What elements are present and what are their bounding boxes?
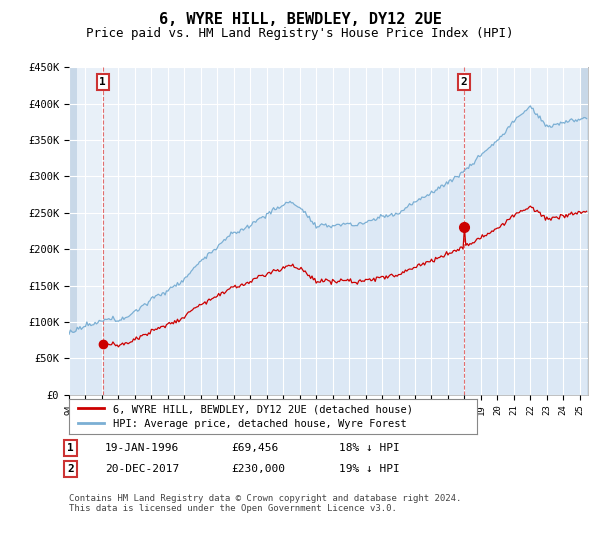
Text: 20-DEC-2017: 20-DEC-2017 — [105, 464, 179, 474]
Legend: 6, WYRE HILL, BEWDLEY, DY12 2UE (detached house), HPI: Average price, detached h: 6, WYRE HILL, BEWDLEY, DY12 2UE (detache… — [74, 400, 417, 433]
Text: 2: 2 — [67, 464, 74, 474]
Text: £69,456: £69,456 — [231, 443, 278, 453]
Text: Contains HM Land Registry data © Crown copyright and database right 2024.
This d: Contains HM Land Registry data © Crown c… — [69, 494, 461, 514]
Text: 19% ↓ HPI: 19% ↓ HPI — [339, 464, 400, 474]
Text: 6, WYRE HILL, BEWDLEY, DY12 2UE: 6, WYRE HILL, BEWDLEY, DY12 2UE — [158, 12, 442, 27]
Text: 19-JAN-1996: 19-JAN-1996 — [105, 443, 179, 453]
Text: 1: 1 — [67, 443, 74, 453]
Text: 2: 2 — [461, 77, 467, 87]
Text: £230,000: £230,000 — [231, 464, 285, 474]
Text: 1: 1 — [100, 77, 106, 87]
Text: 18% ↓ HPI: 18% ↓ HPI — [339, 443, 400, 453]
Text: Price paid vs. HM Land Registry's House Price Index (HPI): Price paid vs. HM Land Registry's House … — [86, 27, 514, 40]
